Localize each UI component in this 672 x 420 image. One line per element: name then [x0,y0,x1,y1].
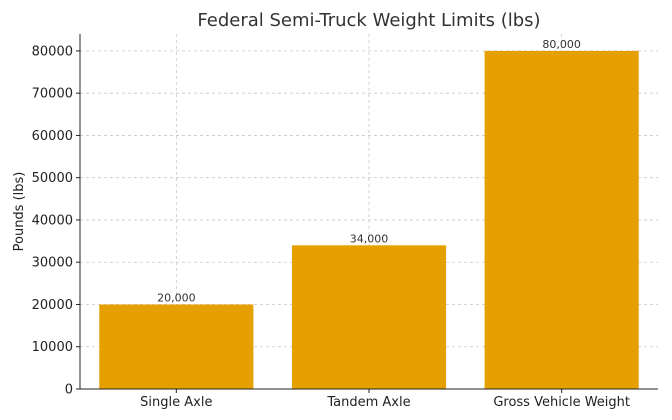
x-tick-labels: Single Axle Tandem Axle Gross Vehicle Weig… [140,389,630,410]
bar-single-axle [99,304,254,389]
bar-tandem-axle [291,245,447,389]
x-tick-label: Gross Vehicle Weight [493,395,630,410]
y-tick-label: 70000 [32,87,73,102]
chart-title: Federal Semi-Truck Weight Limits (lbs) [197,10,540,31]
bar-gross-vehicle-weight [484,50,639,390]
bars [99,50,639,390]
y-tick-label: 80000 [32,44,73,59]
y-tick-label: 10000 [32,340,73,355]
bar-value-label: 20,000 [157,291,196,304]
y-tick-label: 0 [65,383,73,398]
y-tick-label: 50000 [32,171,73,186]
y-tick-labels: 0 10000 20000 30000 40000 50000 60000 70000 8000… [32,44,80,398]
bar-value-label: 80,000 [542,38,581,51]
y-tick-label: 30000 [32,256,73,271]
x-tick-label: Tandem Axle [326,395,410,410]
y-tick-label: 40000 [32,213,73,228]
y-axis-title: Pounds (lbs) [12,172,27,252]
data-labels: 20,000 34,000 80,000 [157,38,581,305]
bar-value-label: 34,000 [350,232,389,245]
y-tick-label: 20000 [32,298,73,313]
y-tick-label: 60000 [32,129,73,144]
x-tick-label: Single Axle [140,395,212,410]
